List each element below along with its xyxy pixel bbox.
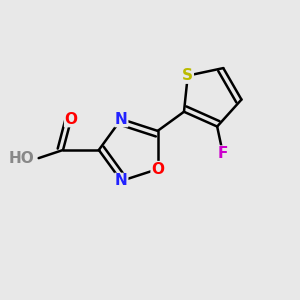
Text: N: N [115, 112, 128, 127]
Text: S: S [182, 68, 193, 83]
Text: N: N [115, 173, 128, 188]
Text: O: O [151, 162, 164, 177]
Text: F: F [218, 146, 228, 161]
Text: O: O [65, 112, 78, 127]
Text: HO: HO [9, 151, 35, 166]
